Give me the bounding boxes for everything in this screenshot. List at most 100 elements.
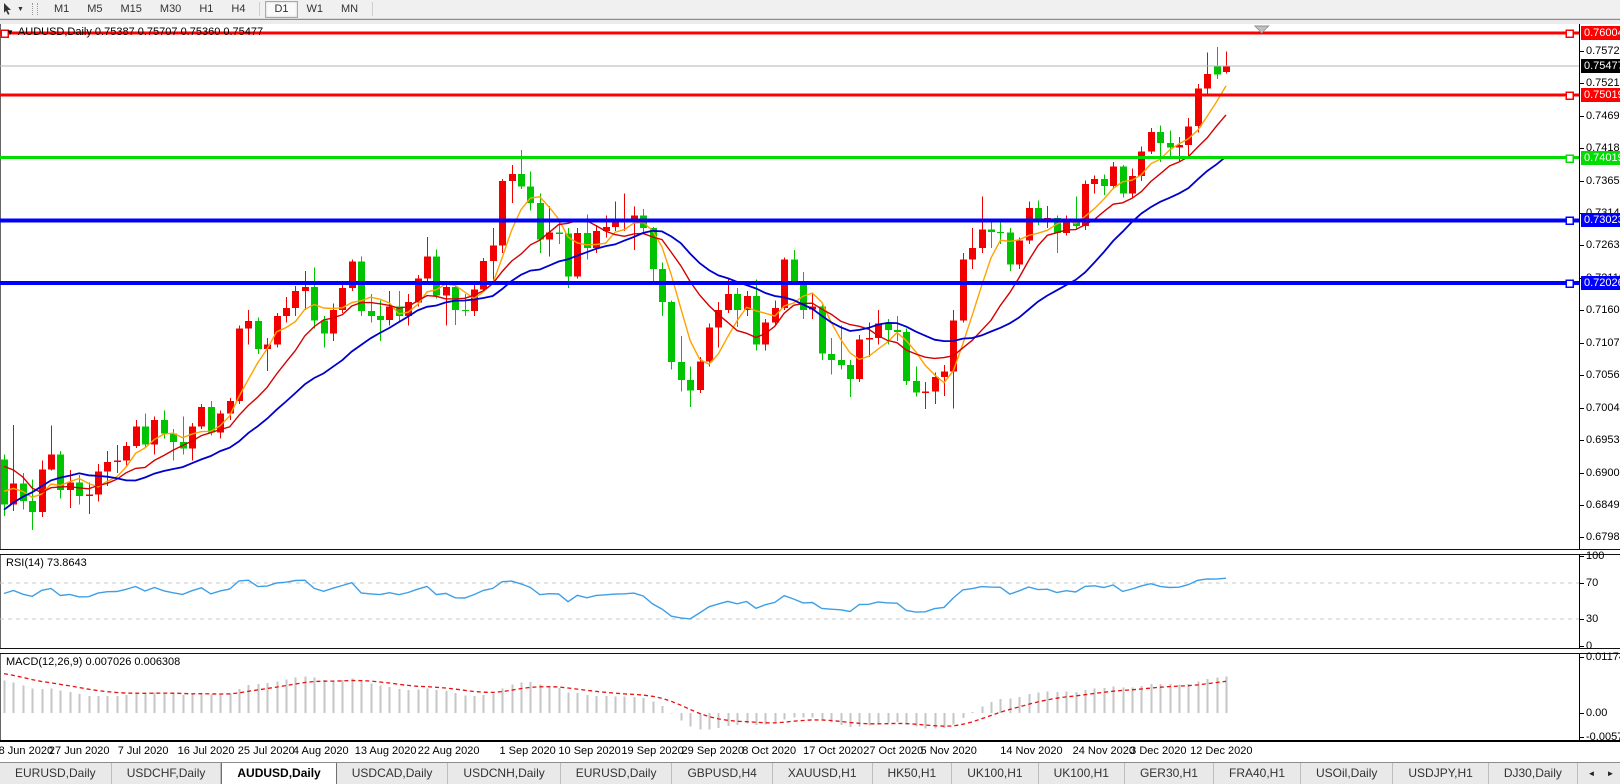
price-tick-label: 0.71075 bbox=[1580, 336, 1620, 350]
toolbar-grip[interactable] bbox=[31, 3, 38, 15]
chart-tab-gbpusd-h4[interactable]: GBPUSD,H4 bbox=[672, 763, 773, 784]
rsi-axis-label: 30 bbox=[1580, 612, 1598, 626]
price-tick-label: 0.70565 bbox=[1580, 368, 1620, 382]
date-label: 24 Nov 2020 bbox=[1072, 745, 1135, 757]
timeframe-button-h4[interactable]: H4 bbox=[231, 2, 246, 15]
candles-layer bbox=[1, 47, 1230, 530]
date-label: 27 Jun 2020 bbox=[48, 745, 110, 757]
timeframe-button-w1[interactable]: W1 bbox=[306, 2, 324, 15]
chart-title: ▼ AUDUSD,Daily 0.75387 0.75707 0.75360 0.… bbox=[6, 26, 263, 38]
price-tick-label: 0.72635 bbox=[1580, 238, 1620, 252]
price-line-label: 0.73023 bbox=[1581, 213, 1620, 228]
price-tick-label: 0.73655 bbox=[1580, 174, 1620, 188]
ma-line-5 bbox=[3, 85, 1227, 499]
chart-bottom-border bbox=[0, 740, 1620, 742]
date-label: 1 Sep 2020 bbox=[499, 745, 556, 757]
price-axis-border bbox=[1579, 24, 1580, 742]
line-handle[interactable] bbox=[1565, 29, 1574, 38]
chart-tab-uk100-h1[interactable]: UK100,H1 bbox=[1039, 763, 1125, 784]
chart-tab-uk100-h1[interactable]: UK100,H1 bbox=[952, 763, 1039, 784]
line-handle[interactable] bbox=[1565, 216, 1574, 225]
line-handle[interactable] bbox=[0, 29, 9, 38]
shift-marker bbox=[1253, 25, 1270, 34]
rsi-axis-label: 0 bbox=[1580, 639, 1592, 653]
chart-title-text: AUDUSD,Daily 0.75387 0.75707 0.75360 0.7… bbox=[17, 26, 264, 38]
price-line-label: 0.74019 bbox=[1581, 150, 1620, 165]
chart-tab-bar: EURUSD,Daily USDCHF,Daily AUDUSD,Daily USDC… bbox=[0, 762, 1620, 784]
date-label: 14 Nov 2020 bbox=[1000, 745, 1063, 757]
price-line-label: 0.75019 bbox=[1581, 87, 1620, 102]
chart-tab-hk50-h1[interactable]: HK50,H1 bbox=[873, 763, 953, 784]
date-label: 13 Aug 2020 bbox=[354, 745, 417, 757]
timeframe-button-m5[interactable]: M5 bbox=[87, 2, 103, 15]
chart-tab-usdcnh-daily[interactable]: USDCNH,Daily bbox=[448, 763, 561, 784]
horizontal-lines-layer bbox=[0, 31, 1579, 285]
chart-title-marker-icon: ▼ bbox=[6, 28, 14, 37]
timeframe-button-m1[interactable]: M1 bbox=[53, 2, 70, 15]
date-label: 8 Oct 2020 bbox=[742, 745, 797, 757]
timeframe-button-m30[interactable]: M30 bbox=[159, 2, 182, 15]
tab-scroll-buttons: ◄ ► bbox=[1582, 763, 1620, 784]
date-label: 4 Aug 2020 bbox=[292, 745, 349, 757]
cursor-tool-icon[interactable] bbox=[1, 2, 15, 16]
price-tick-label: 0.68495 bbox=[1580, 498, 1620, 512]
line-handle[interactable] bbox=[1565, 154, 1574, 163]
chart-tab-ger30-h1[interactable]: GER30,H1 bbox=[1125, 763, 1214, 784]
date-label: 7 Jul 2020 bbox=[117, 745, 169, 757]
timeframe-button-m15[interactable]: M15 bbox=[120, 2, 142, 15]
price-line-label: 0.72026 bbox=[1581, 276, 1620, 290]
chart-tab-usoil-daily[interactable]: USOil,Daily bbox=[1301, 763, 1394, 784]
chart-tab-usdjpy-h1[interactable]: USDJPY,H1 bbox=[1393, 763, 1489, 784]
timeframe-button-mn[interactable]: MN bbox=[341, 2, 359, 15]
ma-line-10 bbox=[3, 114, 1227, 494]
chart-tab-xauusd-h1[interactable]: XAUUSD,H1 bbox=[773, 763, 873, 784]
macd-panel-layer bbox=[3, 672, 1228, 730]
line-handle[interactable] bbox=[1565, 91, 1574, 100]
macd-indicator-label: MACD(12,26,9) 0.007026 0.006308 bbox=[6, 656, 181, 668]
chart-tab-eurusd-daily[interactable]: EURUSD,Daily bbox=[561, 763, 673, 784]
tab-scroll-left-icon[interactable]: ◄ bbox=[1587, 769, 1596, 778]
price-tick-label: 0.75725 bbox=[1580, 44, 1620, 58]
timeframe-button-d1[interactable]: D1 bbox=[265, 0, 298, 18]
line-handles-layer bbox=[0, 29, 1574, 288]
macd-axis-label: -0.00579 bbox=[1580, 730, 1620, 744]
cursor-tool-dropdown-icon[interactable]: ▼ bbox=[17, 5, 24, 13]
toolbar-separator bbox=[259, 2, 261, 16]
main-rsi-separator[interactable] bbox=[0, 549, 1620, 555]
rsi-axis-label: 70 bbox=[1580, 576, 1598, 590]
timeframe-toolbar: ▼ M1 M5 M15 M30 H1 H4 D1 W1 MN bbox=[0, 0, 1620, 19]
date-label: 27 Oct 2020 bbox=[863, 745, 924, 757]
timeframe-button-h1[interactable]: H1 bbox=[199, 2, 214, 15]
date-label: 5 Nov 2020 bbox=[920, 745, 977, 757]
line-handle[interactable] bbox=[1565, 279, 1574, 288]
chart-canvas[interactable] bbox=[0, 0, 1579, 742]
chart-tab-eurusd-daily[interactable]: EURUSD,Daily bbox=[0, 763, 112, 784]
price-axis[interactable]: 0.757250.752150.746900.741800.736550.731… bbox=[1580, 24, 1620, 744]
rsi-macd-separator[interactable] bbox=[0, 648, 1620, 654]
macd-axis-label: 0.011743 bbox=[1580, 650, 1620, 664]
cursor-tool-group: ▼ bbox=[0, 0, 45, 18]
date-label: 18 Jun 2020 bbox=[0, 745, 54, 757]
toolbar-separator bbox=[372, 2, 374, 16]
date-label: 19 Sep 2020 bbox=[621, 745, 684, 757]
chart-tab-dj30-daily[interactable]: DJ30,Daily bbox=[1489, 763, 1578, 784]
price-tick-label: 0.75215 bbox=[1580, 76, 1620, 90]
timeframe-buttons: M1 M5 M15 M30 H1 H4 D1 W1 MN bbox=[45, 0, 378, 18]
chart-tab-usdcad-daily[interactable]: USDCAD,Daily bbox=[337, 763, 449, 784]
chart-shift-marker-icon bbox=[1253, 25, 1270, 34]
tab-scroll-right-icon[interactable]: ► bbox=[1606, 769, 1615, 778]
chart-tab-fra40-h1[interactable]: FRA40,H1 bbox=[1214, 763, 1302, 784]
date-label: 3 Dec 2020 bbox=[1130, 745, 1187, 757]
chart-tab-audusd-daily[interactable]: AUDUSD,Daily bbox=[221, 763, 337, 784]
date-label: 29 Sep 2020 bbox=[681, 745, 744, 757]
date-label: 12 Dec 2020 bbox=[1190, 745, 1253, 757]
date-label: 10 Sep 2020 bbox=[558, 745, 621, 757]
date-label: 17 Oct 2020 bbox=[803, 745, 864, 757]
chart-tab-usdchf-daily[interactable]: USDCHF,Daily bbox=[112, 763, 222, 784]
rsi-axis-label: 100 bbox=[1580, 549, 1604, 563]
